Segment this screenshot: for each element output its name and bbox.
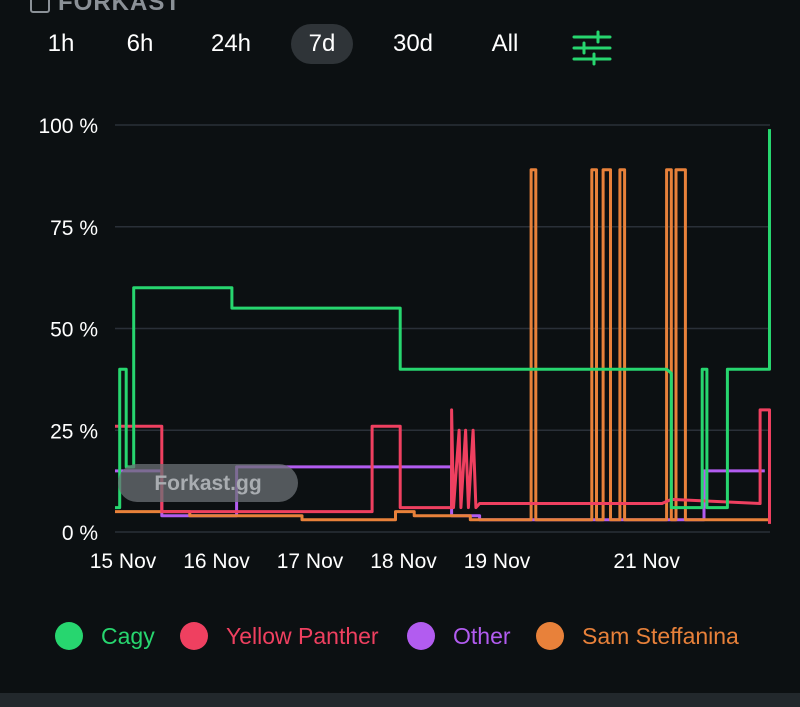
grid-lines [115,124,770,533]
legend-item-yellow-panther[interactable]: Yellow Panther [180,616,379,656]
y-tick-label: 0 % [62,522,98,545]
legend-label: Yellow Panther [226,622,379,649]
legend-dot [407,622,435,650]
x-tick-label: 19 Nov [464,550,531,573]
watermark-text: Forkast.gg [154,472,261,495]
tab-6h[interactable]: 6h [126,30,154,57]
legend-item-cagy[interactable]: Cagy [55,616,155,656]
bottom-bar [0,693,800,707]
x-tick-label: 17 Nov [277,550,344,573]
x-tick-label: 15 Nov [90,550,157,573]
x-tick-label: 18 Nov [370,550,437,573]
logo-text: FORKAST [58,0,181,14]
y-tick-label: 100 % [38,115,98,138]
series-lines [115,129,771,524]
legend-label: Sam Steffanina [582,622,739,649]
tab-1h[interactable]: 1h [47,30,75,57]
series-line-sam-steffanina [115,168,770,522]
watermark-badge: Forkast.gg [118,464,298,502]
legend-item-other[interactable]: Other [407,616,511,656]
tab-24h[interactable]: 24h [210,30,252,57]
legend-dot [536,622,564,650]
x-tick-label: 16 Nov [183,550,250,573]
logo-mark-icon [30,0,50,13]
legend-dot [55,622,83,650]
y-axis-ticks: 0 % 25 % 50 % 75 % 100 % [38,115,98,545]
chart-legend: Cagy Yellow Panther Other Sam Steffanina [0,616,800,660]
legend-dot [180,622,208,650]
x-axis-ticks: 15 Nov 16 Nov 17 Nov 18 Nov 19 Nov 21 Nov [90,550,681,573]
watermark-background [118,464,298,502]
y-tick-label: 75 % [50,217,98,240]
brand-logo: FORKAST [30,0,181,14]
sliders-icon[interactable] [570,30,614,66]
tab-30d[interactable]: 30d [392,30,434,57]
series-line-cagy [115,129,771,510]
y-tick-label: 25 % [50,420,98,443]
x-tick-label: 21 Nov [613,550,680,573]
legend-item-sam-steffanina[interactable]: Sam Steffanina [536,616,739,656]
tab-7d[interactable]: 7d [291,24,353,64]
y-tick-label: 50 % [50,319,98,342]
timeframe-tabs: 1h 6h 24h 7d 30d All [0,24,800,66]
probability-chart: 0 %25 %50 %75 %100 % 15 Nov 16 Nov 17 Nov 1… [38,115,771,573]
legend-label: Cagy [101,622,155,649]
tab-all[interactable]: All [491,30,519,57]
legend-label: Other [453,622,511,649]
